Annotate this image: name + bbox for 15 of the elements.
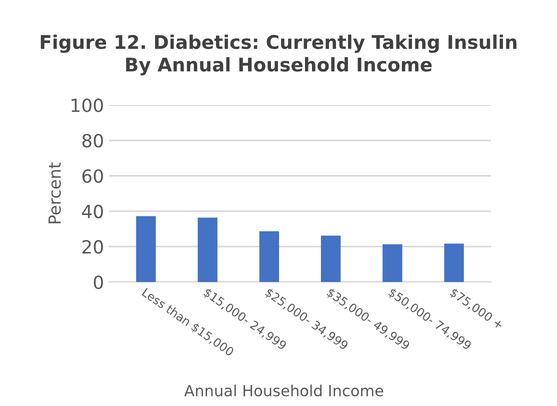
y-axis-title: Percent	[48, 162, 61, 224]
bar	[136, 216, 156, 282]
y-tick-label: 80	[82, 134, 103, 148]
y-tick-label: 20	[82, 240, 103, 254]
bar	[444, 244, 464, 282]
y-tick-label: 60	[82, 169, 103, 183]
bar	[259, 231, 280, 282]
y-tick-label: 40	[82, 204, 103, 218]
x-axis-title: Annual Household Income	[184, 384, 384, 396]
y-tick-label: 0	[94, 275, 103, 290]
chart-title: Figure 12. Diabetics: Currently Taking Insulin By Annual Household Income	[40, 34, 516, 76]
bar	[198, 218, 218, 282]
y-tick-label: 100	[72, 98, 103, 112]
bar	[382, 244, 402, 282]
bar	[320, 236, 341, 282]
